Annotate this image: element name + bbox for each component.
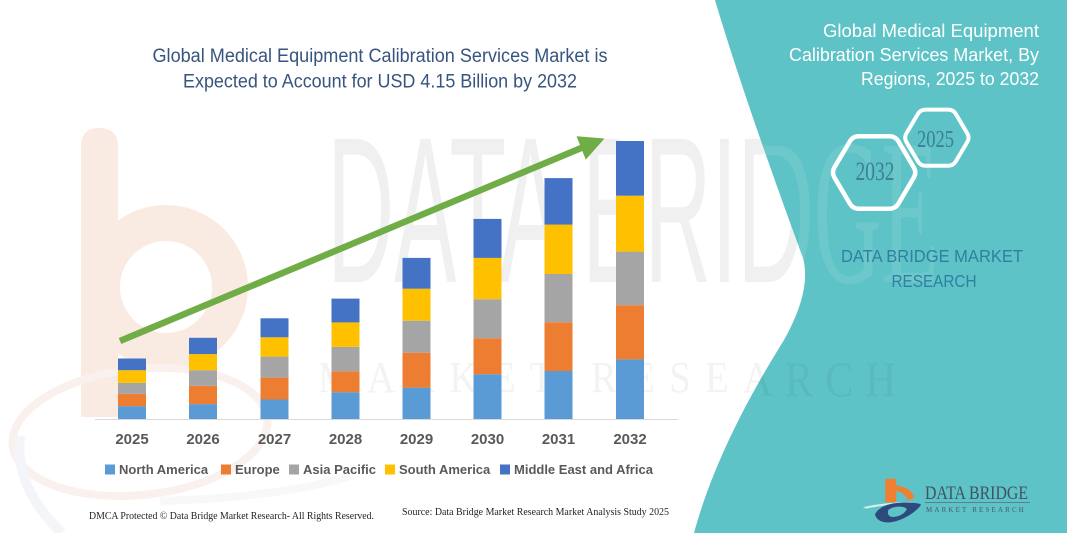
svg-text:Global Medical Equipment: Global Medical Equipment: [823, 21, 1039, 41]
svg-text:North America: North America: [119, 462, 209, 477]
svg-text:Expected to Account for USD 4.: Expected to Account for USD 4.15 Billion…: [183, 72, 577, 93]
svg-text:2032: 2032: [856, 157, 895, 186]
svg-text:DATA BRIDGE MARKET: DATA BRIDGE MARKET: [841, 246, 1023, 266]
svg-text:Calibration Services Market, B: Calibration Services Market, By: [789, 45, 1039, 65]
svg-text:MARKET RESEARCH: MARKET RESEARCH: [926, 506, 1026, 514]
svg-text:DATA BRIDGE: DATA BRIDGE: [925, 483, 1028, 504]
svg-text:South America: South America: [399, 462, 491, 477]
svg-text:Regions, 2025 to 2032: Regions, 2025 to 2032: [861, 69, 1039, 89]
svg-text:2029: 2029: [400, 431, 433, 448]
svg-text:2026: 2026: [186, 431, 219, 448]
svg-text:2028: 2028: [329, 431, 362, 448]
svg-text:2025: 2025: [917, 127, 954, 153]
svg-text:Europe: Europe: [235, 462, 280, 477]
svg-text:Global Medical Equipment Calib: Global Medical Equipment Calibration Ser…: [153, 46, 608, 67]
svg-text:2027: 2027: [258, 431, 291, 448]
svg-text:Source: Data Bridge Market Res: Source: Data Bridge Market Research Mark…: [402, 507, 669, 518]
svg-text:Middle East and Africa: Middle East and Africa: [514, 462, 654, 477]
svg-text:Asia Pacific: Asia Pacific: [303, 462, 376, 477]
svg-text:2031: 2031: [542, 431, 575, 448]
svg-text:DMCA Protected © Data Bridge M: DMCA Protected © Data Bridge Market Rese…: [89, 511, 374, 522]
svg-text:2025: 2025: [115, 431, 148, 448]
svg-text:2032: 2032: [613, 431, 646, 448]
svg-text:RESEARCH: RESEARCH: [892, 271, 977, 291]
svg-text:2030: 2030: [471, 431, 504, 448]
